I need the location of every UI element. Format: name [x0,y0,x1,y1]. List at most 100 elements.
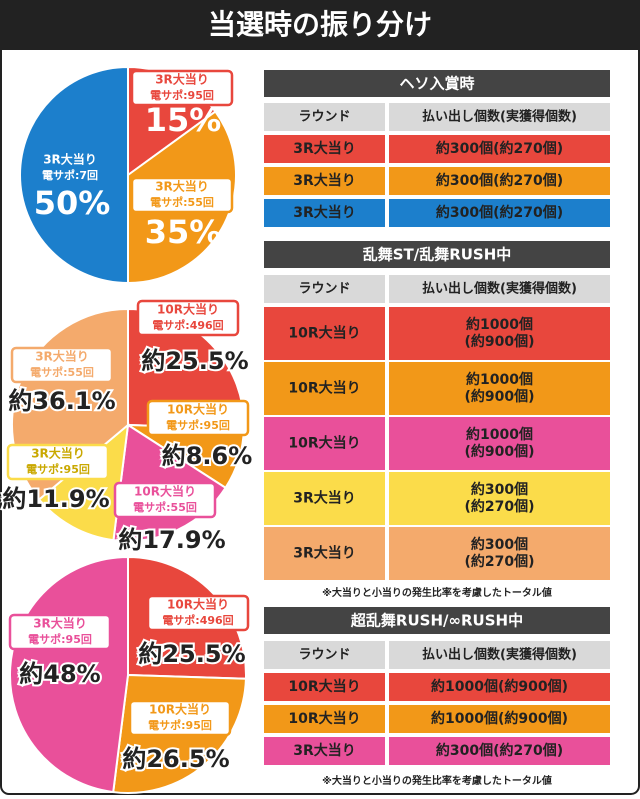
payout-text: 約300個(約270個) [436,172,563,189]
payout-text: 約1000個 [466,426,533,443]
label-box [136,299,240,337]
round-cell [264,362,385,415]
slice-support: 電サポ:55回 [133,500,197,514]
payout-text: 約1000個(約900個) [431,678,568,695]
slice-round: 3R大当り [155,72,209,87]
slice-percent: 50% [34,184,111,222]
payout-text: 約1000個 [466,371,533,388]
column-header: 払い出し個数(実獲得個数) [422,281,577,297]
table-title: 超乱舞RUSH/∞RUSH中 [350,612,523,630]
column-header: 払い出し個数(実獲得個数) [422,109,577,125]
slice-percent: 約8.6% [162,442,253,470]
round-text: 10R大当り [288,325,360,342]
payout-text: 約300個 [471,536,528,553]
payout-text: 約300個(約270個) [436,204,563,221]
payout-cell [389,307,610,360]
round-cell [264,135,385,163]
table-note: ※大当りと小当りの発生比率を考慮したトータル値 [322,774,552,787]
payout-text: 約300個(約270個) [436,742,563,759]
slice-round: 10R大当り [167,402,229,417]
round-text: 10R大当り [288,710,360,727]
round-cell [264,307,385,360]
table-title-bar [264,70,610,97]
payout-cell [389,417,610,470]
payout-text: 約300個 [471,481,528,498]
round-text: 10R大当り [288,380,360,397]
column-header: 払い出し個数(実獲得個数) [422,647,577,663]
round-cell [264,199,385,227]
slice-round: 10R大当り [167,597,229,612]
label-box [113,481,217,519]
slice-support: 電サポ:496回 [152,318,223,332]
round-cell [264,705,385,733]
slice-round: 10R大当り [157,302,219,317]
payout-cell [389,737,610,765]
label-box [130,69,234,107]
payout-text: (約900個) [464,333,534,350]
column-header-cell [389,275,610,303]
payout-cell [389,673,610,701]
column-header: ラウンド [298,648,350,663]
payout-cell [389,472,610,525]
slice-round: 3R大当り [155,179,209,194]
column-header-cell [264,641,385,669]
label-box [128,699,232,737]
round-cell [264,167,385,195]
pie-slice [19,65,129,285]
payout-cell [389,527,610,580]
round-text: 10R大当り [288,678,360,695]
payout-cell [389,135,610,163]
round-cell [264,527,385,580]
slice-percent: 約11.9% [2,485,109,513]
slice-support: 電サポ:95回 [28,632,92,646]
slice-support: 電サポ:95回 [148,718,212,732]
payout-cell [389,167,610,195]
payout-text: (約270個) [464,498,534,515]
payout-text: (約900個) [464,443,534,460]
column-header: ラウンド [298,110,350,125]
round-cell [264,673,385,701]
round-text: 3R大当り [293,172,356,189]
label-box [6,443,110,481]
table-title: 乱舞ST/乱舞RUSH中 [363,246,512,264]
table-title: ヘソ入賞時 [399,75,474,93]
slice-support: 電サポ:95回 [150,88,214,102]
slice-percent: 15% [145,101,222,139]
round-text: 3R大当り [293,742,356,759]
label-box [10,346,114,384]
table-note: ※大当りと小当りの発生比率を考慮したトータル値 [322,586,552,599]
payout-text: 約1000個 [466,316,533,333]
label-box [146,399,250,437]
round-cell [264,417,385,470]
title-bar [0,0,640,50]
label-box [146,594,250,632]
slice-support: 電サポ:55回 [150,195,214,209]
slice-percent: 約25.5% [138,640,245,668]
slice-round: 3R大当り [43,152,97,167]
slice-round: 3R大当り [35,349,89,364]
column-header-cell [264,103,385,131]
round-text: 10R大当り [288,435,360,452]
slice-round: 3R大当り [31,446,85,461]
slice-round: 10R大当り [134,484,196,499]
slice-support: 電サポ:496回 [162,613,233,627]
column-header: ラウンド [298,282,350,297]
round-cell [264,737,385,765]
slice-percent: 約17.9% [118,526,225,554]
column-header-cell [389,641,610,669]
round-text: 3R大当り [293,140,356,157]
column-header-cell [389,103,610,131]
slice-round: 10R大当り [149,702,211,717]
payout-cell [389,199,610,227]
round-text: 3R大当り [293,490,356,507]
slice-percent: 約25.5% [141,347,248,375]
slice-round: 3R大当り [33,616,87,631]
page-title: 当選時の振り分け [208,8,432,41]
table-title-bar [264,607,610,634]
payout-text: 約1000個(約900個) [431,710,568,727]
round-text: 3R大当り [293,204,356,221]
payout-cell [389,362,610,415]
column-header-cell [264,275,385,303]
payout-cell [389,705,610,733]
